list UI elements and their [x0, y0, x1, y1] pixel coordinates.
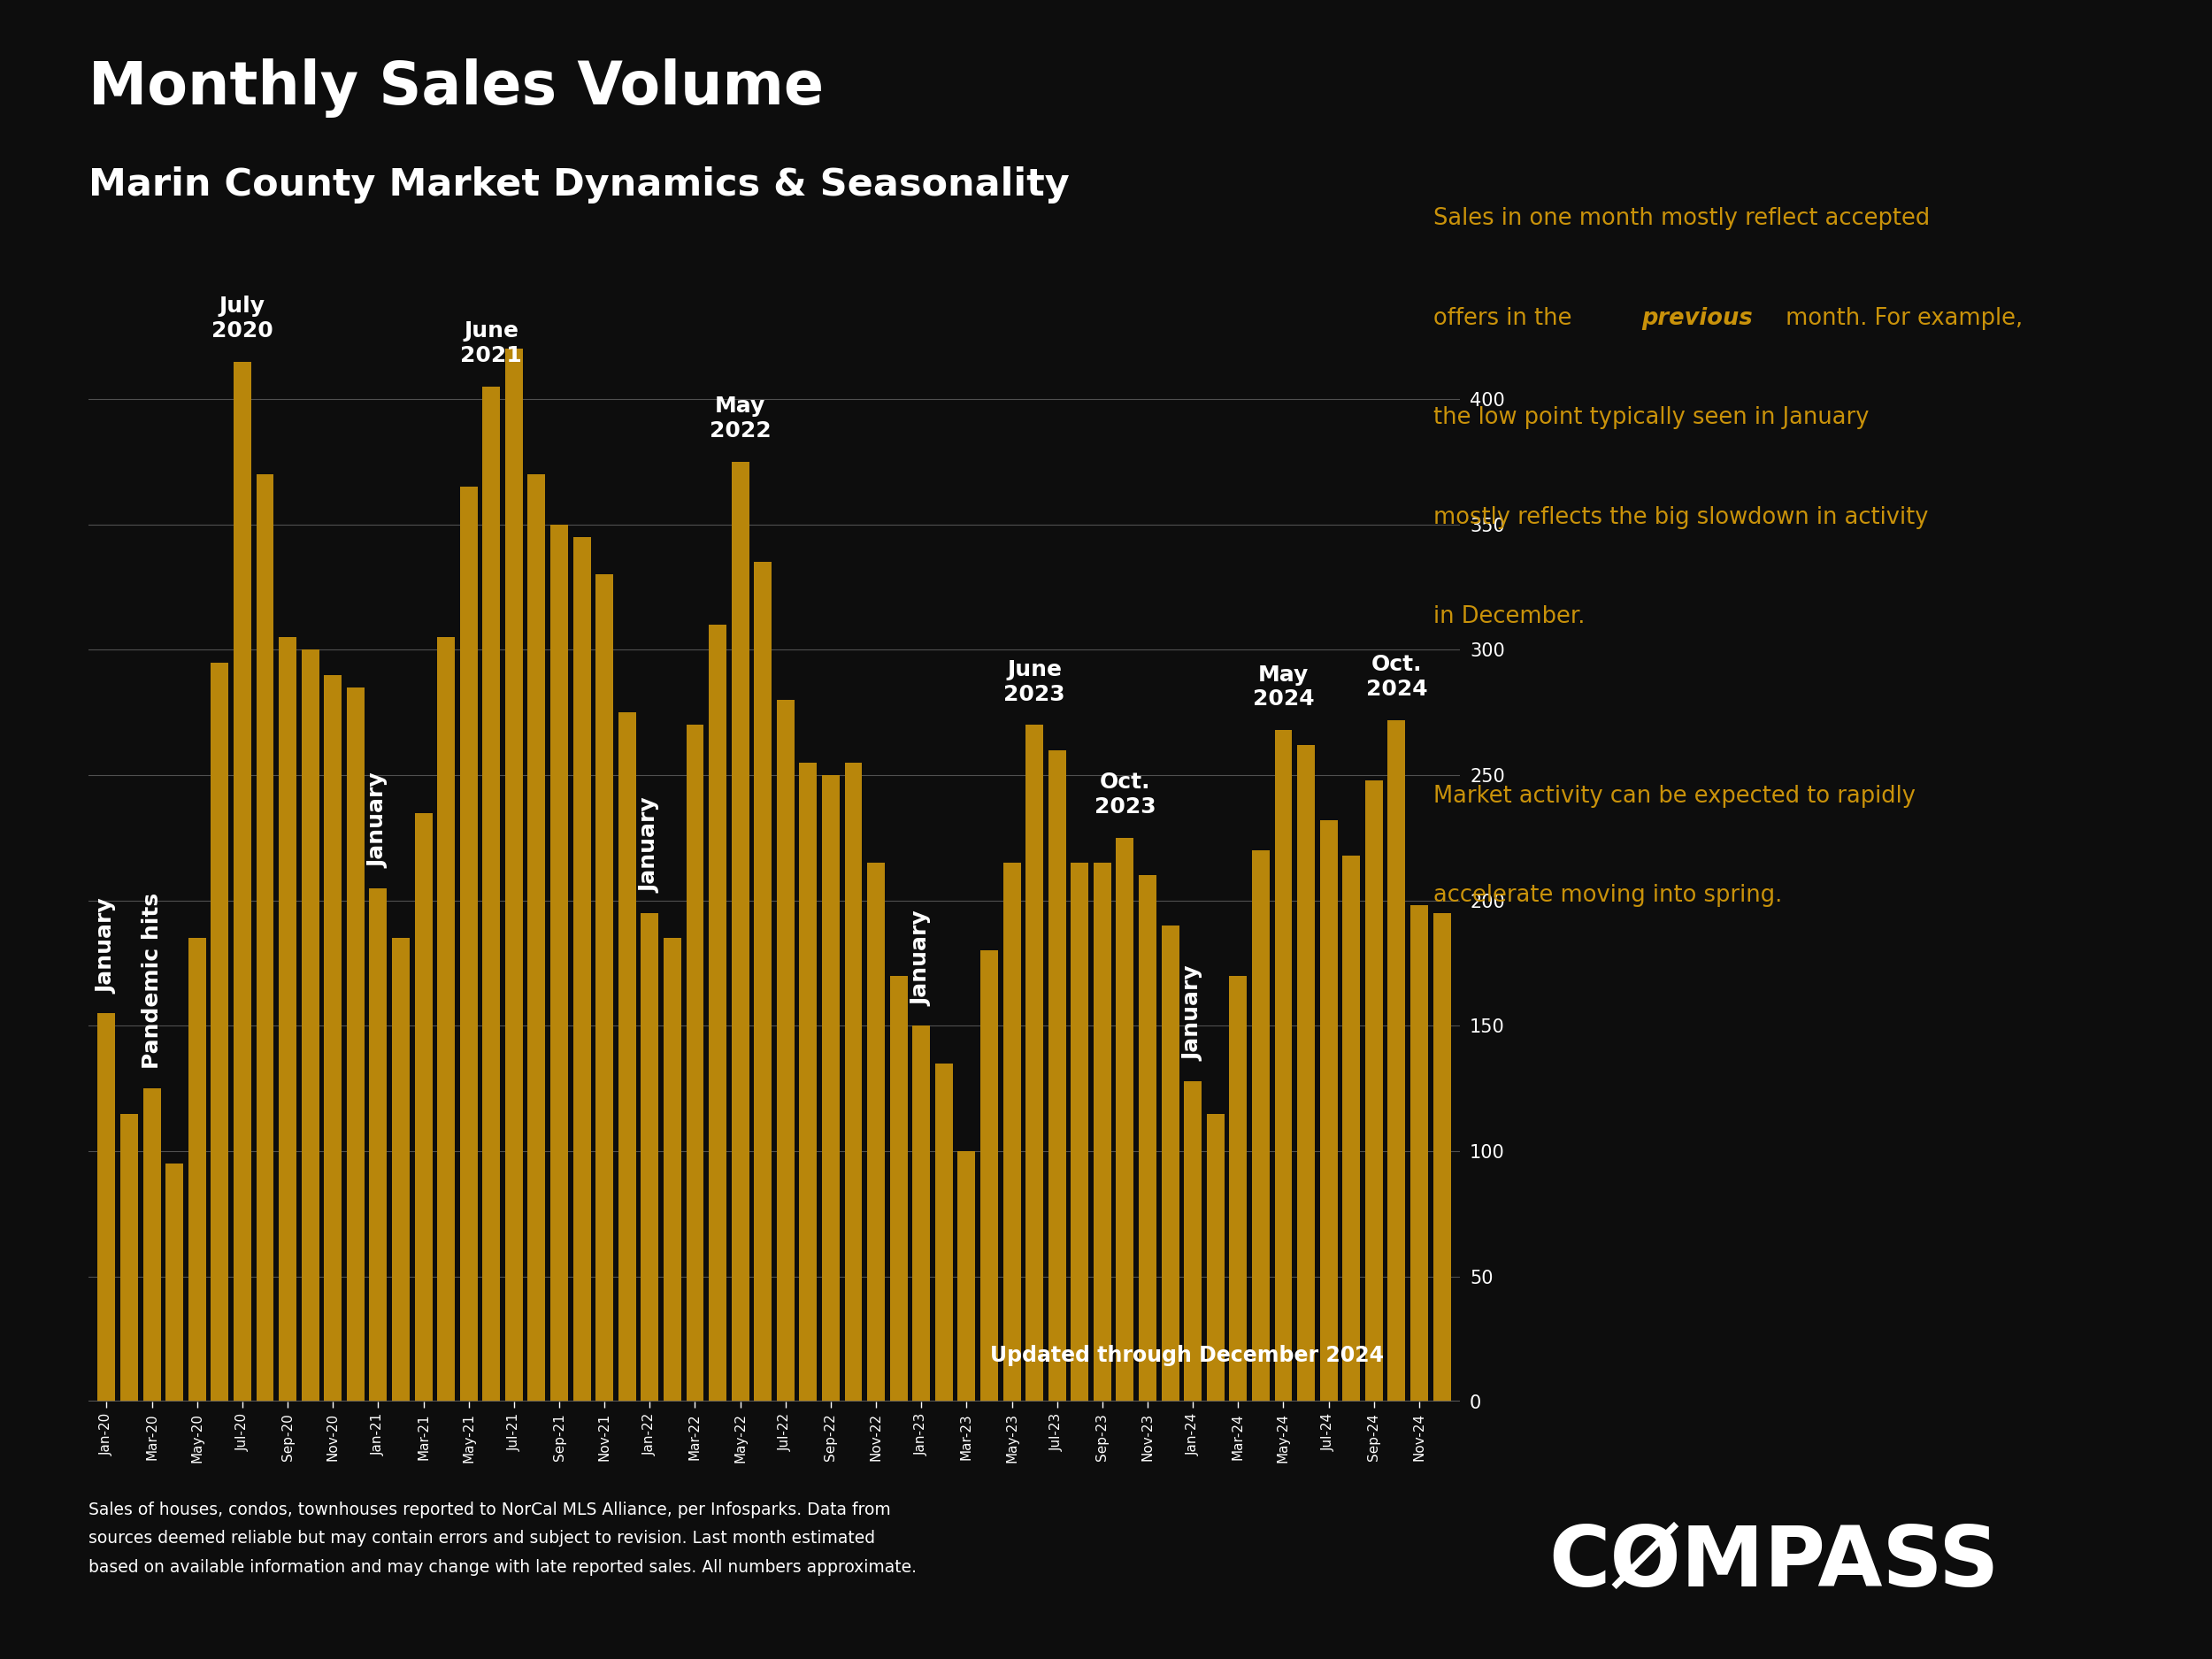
Bar [438, 637, 456, 1402]
Bar [119, 1113, 137, 1402]
Bar [325, 675, 341, 1402]
Bar [958, 1151, 975, 1402]
Text: in December.: in December. [1433, 606, 1586, 629]
Bar [980, 951, 998, 1402]
Text: Updated through December 2024: Updated through December 2024 [991, 1345, 1385, 1365]
Bar [392, 937, 409, 1402]
Bar [867, 863, 885, 1402]
Text: May
2024: May 2024 [1252, 664, 1314, 710]
Bar [1230, 975, 1248, 1402]
Bar [1139, 876, 1157, 1402]
Text: June
2023: June 2023 [1004, 659, 1066, 705]
Bar [799, 763, 816, 1402]
Bar [1343, 856, 1360, 1402]
Bar [1387, 720, 1405, 1402]
Text: January: January [1181, 966, 1203, 1060]
Bar [754, 562, 772, 1402]
Bar [369, 888, 387, 1402]
Bar [686, 725, 703, 1402]
Text: Oct.
2023: Oct. 2023 [1095, 771, 1157, 818]
Bar [845, 763, 863, 1402]
Bar [1117, 838, 1135, 1402]
Bar [144, 1088, 161, 1402]
Bar [776, 700, 794, 1402]
Bar [529, 474, 546, 1402]
Bar [257, 474, 274, 1402]
Text: offers in the: offers in the [1433, 307, 1579, 330]
Text: January: January [639, 798, 661, 893]
Text: Monthly Sales Volume: Monthly Sales Volume [88, 58, 823, 118]
Text: January: January [95, 898, 117, 994]
Bar [301, 650, 319, 1402]
Text: Sales of houses, condos, townhouses reported to NorCal MLS Alliance, per Infospa: Sales of houses, condos, townhouses repo… [88, 1501, 916, 1576]
Bar [1274, 730, 1292, 1402]
Bar [1048, 750, 1066, 1402]
Bar [664, 937, 681, 1402]
Bar [936, 1063, 953, 1402]
Bar [1321, 820, 1338, 1402]
Text: July
2020: July 2020 [212, 295, 274, 342]
Text: Pandemic hits: Pandemic hits [142, 893, 161, 1068]
Bar [504, 348, 522, 1402]
Text: accelerate moving into spring.: accelerate moving into spring. [1433, 884, 1783, 907]
Bar [1365, 780, 1382, 1402]
Bar [188, 937, 206, 1402]
Bar [460, 486, 478, 1402]
Bar [1411, 906, 1429, 1402]
Bar [234, 362, 252, 1402]
Bar [1183, 1082, 1201, 1402]
Bar [914, 1025, 929, 1402]
Bar [551, 524, 568, 1402]
Bar [1161, 926, 1179, 1402]
Bar [595, 574, 613, 1402]
Bar [823, 775, 841, 1402]
Bar [1252, 851, 1270, 1402]
Bar [210, 662, 228, 1402]
Text: January: January [367, 773, 389, 868]
Bar [1296, 745, 1314, 1402]
Text: the low point typically seen in January: the low point typically seen in January [1433, 406, 1869, 430]
Text: June
2021: June 2021 [460, 320, 522, 367]
Text: Sales in one month mostly reflect accepted: Sales in one month mostly reflect accept… [1433, 207, 1929, 231]
Text: month. For example,: month. For example, [1778, 307, 2022, 330]
Bar [1208, 1113, 1223, 1402]
Text: January: January [911, 911, 931, 1005]
Text: CØMPASS: CØMPASS [1548, 1523, 2000, 1604]
Bar [1433, 912, 1451, 1402]
Bar [97, 1014, 115, 1402]
Text: May
2022: May 2022 [710, 397, 772, 441]
Bar [641, 912, 659, 1402]
Bar [1026, 725, 1044, 1402]
Text: Market activity can be expected to rapidly: Market activity can be expected to rapid… [1433, 785, 1916, 808]
Bar [279, 637, 296, 1402]
Bar [708, 625, 726, 1402]
Bar [414, 813, 431, 1402]
Bar [1071, 863, 1088, 1402]
Bar [166, 1163, 184, 1402]
Bar [889, 975, 907, 1402]
Text: previous: previous [1641, 307, 1752, 330]
Bar [1002, 863, 1020, 1402]
Text: Oct.
2024: Oct. 2024 [1365, 654, 1427, 700]
Bar [482, 387, 500, 1402]
Bar [732, 461, 750, 1402]
Bar [619, 712, 635, 1402]
Bar [347, 687, 365, 1402]
Text: Marin County Market Dynamics & Seasonality: Marin County Market Dynamics & Seasonali… [88, 166, 1071, 202]
Bar [573, 538, 591, 1402]
Text: mostly reflects the big slowdown in activity: mostly reflects the big slowdown in acti… [1433, 506, 1929, 529]
Bar [1093, 863, 1110, 1402]
